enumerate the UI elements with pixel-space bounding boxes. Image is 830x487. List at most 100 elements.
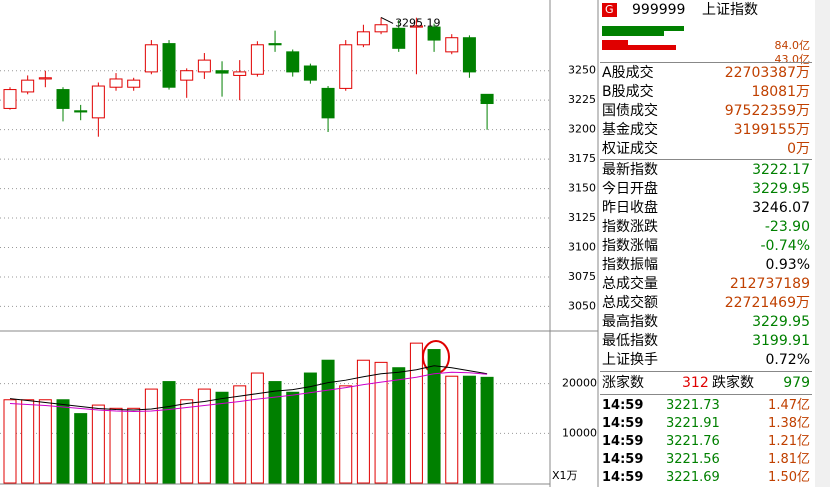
label: 昨日收盘 xyxy=(602,200,658,216)
moving-average xyxy=(9,365,488,411)
candle-body xyxy=(374,24,388,33)
candle-body xyxy=(392,27,406,49)
amount: 1.38亿 xyxy=(768,416,810,431)
label: 今日开盘 xyxy=(602,181,658,197)
unit-label: X1万 xyxy=(552,469,578,482)
value: 3246.07 xyxy=(752,200,810,216)
bar-row: 84.0亿 xyxy=(602,26,810,52)
value: 3222.17 xyxy=(752,162,810,178)
candle-body xyxy=(127,79,141,88)
volume-bar xyxy=(339,385,353,484)
candle-body xyxy=(321,87,335,119)
value: 3229.95 xyxy=(752,181,810,197)
candle-body xyxy=(215,70,229,74)
candle-body xyxy=(445,37,459,53)
value: 0.93% xyxy=(765,257,810,273)
time: 14:59 xyxy=(602,452,644,467)
value: 212737189 xyxy=(729,276,810,292)
index-name: 上证指数 xyxy=(702,2,758,18)
divider xyxy=(600,62,812,63)
time: 14:59 xyxy=(602,416,644,431)
volume-bar xyxy=(162,381,176,484)
turnover-row: 基金成交 3199155万 xyxy=(602,121,810,140)
label: 总成交额 xyxy=(602,295,658,311)
label: 涨家数 xyxy=(602,375,644,391)
candle-body xyxy=(250,44,264,75)
volume-bar xyxy=(462,375,476,484)
volume-bar xyxy=(233,385,247,484)
tick-row: 14:59 3221.56 1.81亿 xyxy=(602,450,810,469)
moving-average xyxy=(9,371,488,412)
amount: 1.47亿 xyxy=(768,398,810,413)
turnover-row: B股成交 18081万 xyxy=(602,83,810,102)
value: 3199.91 xyxy=(752,333,810,349)
label: 国债成交 xyxy=(602,103,658,119)
value: 3229.95 xyxy=(752,314,810,330)
annotation-leader xyxy=(380,17,394,24)
label: 最低指数 xyxy=(602,333,658,349)
volume-bar xyxy=(3,399,17,484)
candle-body xyxy=(144,44,158,73)
stat-row: 总成交额 22721469万 xyxy=(602,294,810,313)
tick-row: 14:59 3221.69 1.50亿 xyxy=(602,468,810,487)
bar xyxy=(602,40,628,45)
volume-bar xyxy=(286,391,300,484)
value: 22721469万 xyxy=(724,295,810,311)
value: 22703387万 xyxy=(724,65,810,81)
stat-row: 总成交量 212737189 xyxy=(602,275,810,294)
price: 3221.91 xyxy=(666,416,720,431)
bar-row: 43.0亿 xyxy=(602,40,810,66)
value: 979 xyxy=(783,375,810,391)
y-tick-label: 3200 xyxy=(568,123,596,136)
turnover-row: A股成交 22703387万 xyxy=(602,64,810,83)
y-tick-label: 20000 xyxy=(562,377,597,390)
tick-row: 14:59 3221.76 1.21亿 xyxy=(602,432,810,451)
stat-row: 最低指数 3199.91 xyxy=(602,332,810,351)
volume-bar xyxy=(250,372,264,484)
volume-bar xyxy=(127,407,141,484)
value: 97522359万 xyxy=(724,103,810,119)
volume-bar xyxy=(215,391,229,484)
toolbar xyxy=(815,0,830,487)
badge: G xyxy=(602,3,617,17)
y-tick-label: 3175 xyxy=(568,152,596,165)
candle-body xyxy=(38,77,52,80)
time: 14:59 xyxy=(602,434,644,449)
candle-body xyxy=(409,25,423,28)
volume-bar xyxy=(321,359,335,484)
candle-body xyxy=(339,44,353,89)
label: 指数振幅 xyxy=(602,257,658,273)
candle-body xyxy=(91,85,105,119)
y-tick-label: 3250 xyxy=(568,64,596,77)
volume-bar xyxy=(268,381,282,484)
value: 3199155万 xyxy=(733,122,810,138)
volume-bar xyxy=(74,413,88,484)
candle-body xyxy=(462,37,476,73)
divider xyxy=(600,371,812,372)
volume-bar xyxy=(445,375,459,484)
stat-row: 今日开盘 3229.95 xyxy=(602,180,810,199)
value: 312 xyxy=(682,375,709,391)
y-tick-label: 3075 xyxy=(568,270,596,283)
candle-body xyxy=(268,43,282,46)
price: 3221.56 xyxy=(666,452,720,467)
candle-body xyxy=(74,110,88,113)
tick-row: 14:59 3221.91 1.38亿 xyxy=(602,414,810,433)
divider xyxy=(600,159,812,160)
y-tick-label: 3150 xyxy=(568,182,596,195)
candle-body xyxy=(180,70,194,81)
bar xyxy=(602,45,676,50)
label: 权证成交 xyxy=(602,141,658,157)
high-annotation: 3295.19 xyxy=(395,16,441,29)
amount: 1.81亿 xyxy=(768,452,810,467)
candle-body xyxy=(3,89,17,109)
time: 14:59 xyxy=(602,470,644,485)
label: 指数涨跌 xyxy=(602,219,658,235)
price: 3221.73 xyxy=(666,398,720,413)
volume-bar xyxy=(180,399,194,484)
candle-body xyxy=(233,71,247,76)
candle-body xyxy=(56,89,70,109)
label: 基金成交 xyxy=(602,122,658,138)
volume-bar xyxy=(91,404,105,484)
volume-bar xyxy=(356,359,370,484)
